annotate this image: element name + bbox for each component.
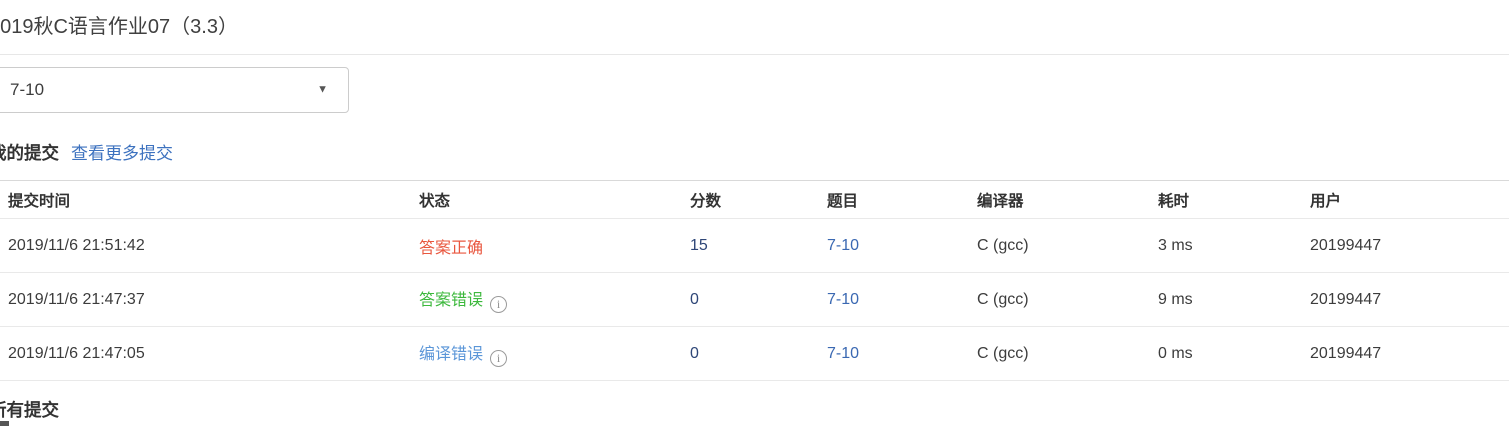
compiler-cell: C (gcc) [977, 290, 1029, 308]
duration-cell: 3 ms [1158, 236, 1193, 254]
column-header-duration: 耗时 [1158, 192, 1190, 210]
submission-time: 2019/11/6 21:47:05 [8, 344, 145, 362]
column-header-time: 提交时间 [8, 192, 71, 210]
table-header-row: 提交时间 状态 分数 题目 编译器 耗时 用户 [0, 180, 1509, 219]
duration-cell: 9 ms [1158, 290, 1193, 308]
column-header-score: 分数 [690, 192, 722, 210]
table-row: 2019/11/6 21:47:37 答案错误 i 0 7-10 C (gcc) … [0, 273, 1509, 327]
submissions-table: 提交时间 状态 分数 题目 编译器 耗时 用户 2019/11/6 21:51:… [0, 180, 1509, 381]
column-header-problem: 题目 [827, 192, 859, 210]
table-row: 2019/11/6 21:51:42 答案正确 15 7-10 C (gcc) … [0, 219, 1509, 273]
page-title: 2019秋C语言作业07（3.3） [0, 16, 238, 38]
problem-link[interactable]: 7-10 [827, 290, 860, 308]
problem-select-value: 7-10 [10, 80, 45, 99]
all-submissions-heading: 所有提交 [0, 400, 59, 420]
column-header-status: 状态 [419, 192, 451, 210]
problem-select[interactable]: 7-10 ▼ [0, 67, 349, 113]
score-link[interactable]: 15 [690, 236, 708, 254]
duration-cell: 0 ms [1158, 344, 1193, 362]
info-icon[interactable]: i [490, 296, 508, 313]
column-header-compiler: 编译器 [977, 192, 1024, 210]
submission-time: 2019/11/6 21:51:42 [8, 236, 145, 254]
status-text[interactable]: 答案错误 [419, 292, 484, 309]
compiler-cell: C (gcc) [977, 236, 1029, 254]
info-icon[interactable]: i [490, 350, 508, 367]
problem-link[interactable]: 7-10 [827, 344, 860, 362]
column-header-user: 用户 [1310, 192, 1342, 210]
score-link[interactable]: 0 [690, 290, 699, 308]
status-text[interactable]: 编译错误 [419, 346, 484, 363]
submission-time: 2019/11/6 21:47:37 [8, 290, 145, 308]
user-cell: 20199447 [1310, 236, 1382, 254]
table-row: 2019/11/6 21:47:05 编译错误 i 0 7-10 C (gcc) … [0, 327, 1509, 381]
title-divider [0, 54, 1509, 55]
status-text: 答案正确 [419, 239, 484, 257]
compiler-cell: C (gcc) [977, 344, 1029, 362]
user-cell: 20199447 [1310, 344, 1382, 362]
problem-link[interactable]: 7-10 [827, 236, 860, 254]
view-more-submissions-link[interactable]: 查看更多提交 [71, 144, 173, 163]
my-submissions-header: 我的提交 查看更多提交 [0, 139, 173, 165]
user-cell: 20199447 [1310, 290, 1382, 308]
my-submissions-heading: 我的提交 [0, 143, 59, 163]
score-link[interactable]: 0 [690, 344, 699, 362]
cropped-partial-element [0, 421, 9, 426]
chevron-down-icon: ▼ [317, 83, 328, 96]
